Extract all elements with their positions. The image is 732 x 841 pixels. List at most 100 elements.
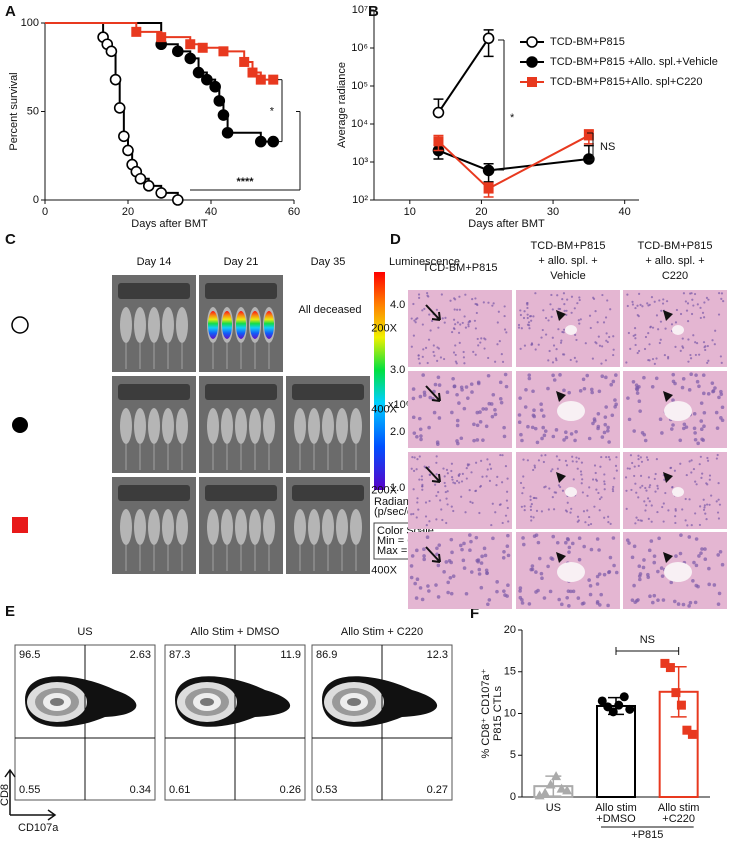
nucleus	[490, 414, 495, 419]
nucleus	[570, 507, 573, 510]
nucleus	[654, 472, 657, 476]
nucleus	[434, 483, 437, 486]
nucleus	[627, 331, 630, 335]
nucleus	[700, 437, 704, 442]
arrowhead	[556, 552, 566, 563]
nucleus	[699, 455, 702, 458]
nucleus	[539, 571, 544, 576]
nucleus	[435, 473, 438, 476]
nucleus	[600, 455, 603, 459]
nucleus	[539, 402, 543, 407]
nucleus	[453, 297, 456, 300]
nucleus	[410, 317, 413, 320]
nucleus	[461, 321, 464, 325]
nucleus	[450, 550, 454, 555]
nucleus	[421, 309, 424, 312]
nucleus	[642, 375, 646, 380]
nucleus	[530, 503, 533, 506]
nucleus	[706, 459, 710, 462]
nucleus	[648, 594, 652, 599]
nucleus	[564, 459, 567, 462]
nucleus	[631, 461, 634, 465]
nucleus	[637, 496, 640, 499]
nucleus	[476, 559, 480, 564]
nucleus	[483, 347, 486, 350]
x-tick-label: Allo stim	[595, 802, 637, 814]
mouse	[322, 509, 334, 545]
nucleus	[551, 308, 554, 311]
nucleus	[596, 411, 601, 416]
y-tick-label: 15	[504, 666, 516, 678]
nucleus	[674, 321, 678, 324]
nucleus	[720, 405, 725, 410]
nucleus	[682, 422, 687, 427]
nucleus	[711, 389, 715, 394]
nucleus	[632, 429, 637, 433]
nucleus	[474, 353, 477, 356]
nucleus	[441, 317, 444, 320]
mouse	[294, 408, 306, 444]
nucleus	[713, 343, 716, 346]
nucleus	[612, 348, 615, 351]
nucleus	[457, 331, 461, 334]
marker	[254, 135, 267, 148]
nucleus	[555, 359, 558, 362]
nucleus	[416, 458, 419, 461]
nucleus	[454, 323, 457, 326]
nucleus	[604, 405, 608, 409]
nucleus	[646, 572, 650, 577]
nucleus	[505, 594, 509, 598]
nucleus	[459, 436, 464, 441]
nucleus	[460, 547, 464, 552]
nucleus	[609, 308, 612, 311]
nucleus	[608, 458, 611, 461]
nucleus	[449, 591, 454, 596]
nucleus	[455, 423, 460, 428]
nucleus	[720, 292, 724, 295]
nucleus	[470, 471, 473, 474]
nucleus	[611, 489, 615, 493]
nucleus	[442, 467, 445, 470]
nucleus	[650, 504, 653, 507]
nucleus	[595, 601, 600, 605]
nucleus	[581, 491, 584, 494]
nucleus	[430, 319, 434, 323]
nucleus	[638, 577, 642, 582]
quadrant-value: 0.26	[280, 784, 301, 796]
nucleus	[436, 595, 441, 599]
y-tick-label: 10⁶	[351, 42, 368, 54]
nucleus	[421, 355, 424, 358]
nucleus	[435, 552, 439, 557]
nucleus	[688, 460, 691, 463]
nucleus	[474, 297, 477, 300]
nucleus	[660, 574, 665, 578]
nucleus	[493, 408, 497, 412]
legend-marker	[526, 36, 538, 48]
nucleus	[612, 485, 615, 489]
nucleus	[444, 316, 447, 319]
bar	[596, 704, 636, 798]
data-point	[556, 783, 567, 793]
nucleus	[533, 466, 537, 469]
nucleus	[422, 554, 426, 558]
nucleus	[669, 466, 672, 470]
nucleus	[411, 456, 414, 459]
nucleus	[630, 555, 635, 560]
nucleus	[687, 535, 692, 539]
nucleus	[566, 501, 569, 504]
mouse	[134, 307, 146, 343]
nucleus	[646, 458, 649, 461]
nucleus	[571, 589, 576, 594]
nucleus	[628, 467, 631, 470]
nucleus	[575, 360, 578, 363]
nucleus	[444, 490, 447, 494]
nucleus	[556, 467, 559, 470]
vessel	[557, 401, 585, 421]
nucleus	[706, 456, 709, 460]
nucleus	[542, 433, 547, 438]
nucleus	[593, 505, 596, 508]
nucleus	[534, 348, 537, 351]
nucleus	[410, 345, 413, 348]
nucleus	[416, 497, 419, 500]
nucleus	[526, 424, 530, 429]
